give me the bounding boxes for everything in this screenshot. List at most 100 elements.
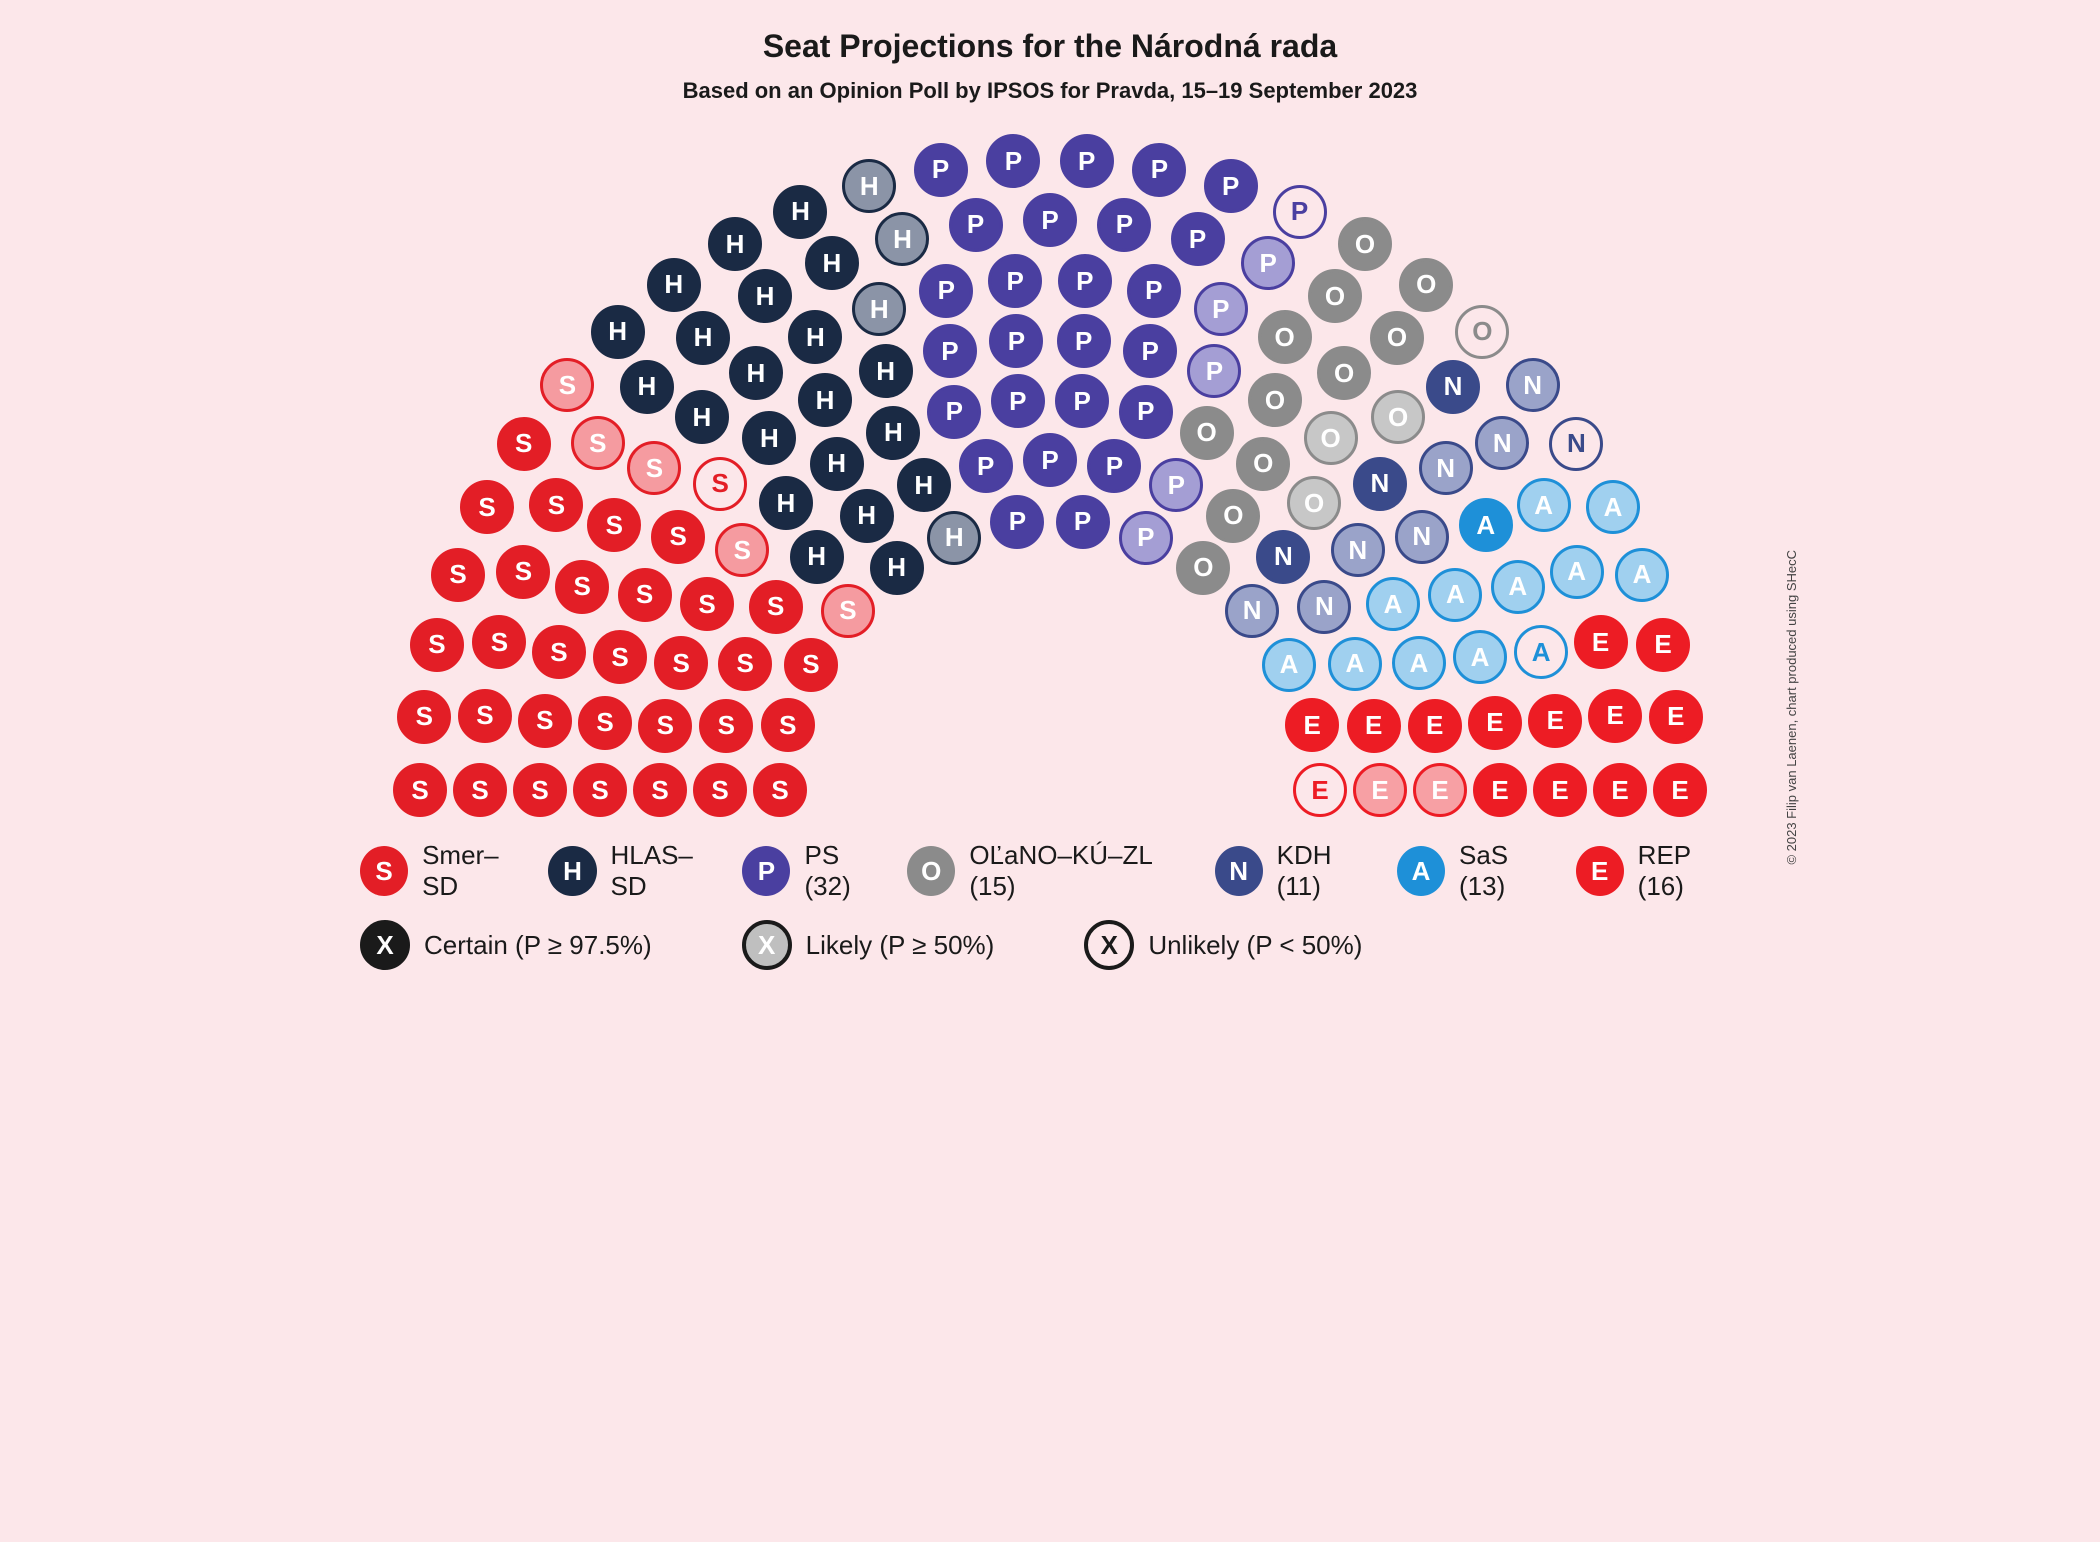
seat: H (742, 411, 796, 465)
legend-swatch: S (360, 846, 408, 896)
seat: E (1353, 763, 1407, 817)
seat: H (859, 344, 913, 398)
seat: S (693, 457, 747, 511)
seat: H (897, 458, 951, 512)
seat: E (1293, 763, 1347, 817)
seat: P (1171, 212, 1225, 266)
seat: P (991, 374, 1045, 428)
seat: H (875, 212, 929, 266)
seat: S (651, 510, 705, 564)
seat: P (1149, 458, 1203, 512)
seat: S (540, 358, 594, 412)
legend-item: ASaS (13) (1397, 840, 1558, 902)
seat: O (1304, 411, 1358, 465)
seat: O (1287, 476, 1341, 530)
legend-label: OĽaNO–KÚ–ZL (15) (969, 840, 1196, 902)
seat: E (1653, 763, 1707, 817)
seat: N (1395, 510, 1449, 564)
seat: A (1615, 548, 1669, 602)
chart-stage: Seat Projections for the Národná rada Ba… (300, 0, 1800, 1100)
seat: E (1285, 698, 1339, 752)
legend-parties: SSmer–SDHHLAS–SDPPS (32)OOĽaNO–KÚ–ZL (15… (360, 840, 1740, 926)
seat: H (927, 511, 981, 565)
legend-swatch: N (1215, 846, 1263, 896)
seat: A (1517, 478, 1571, 532)
seat: O (1370, 311, 1424, 365)
seat: O (1399, 258, 1453, 312)
seat: P (1087, 439, 1141, 493)
legend-item: HHLAS–SD (548, 840, 724, 902)
seat: E (1528, 694, 1582, 748)
seat: P (927, 385, 981, 439)
legend-certainty: XCertain (P ≥ 97.5%)XLikely (P ≥ 50%)XUn… (360, 920, 1740, 994)
seat: S (578, 696, 632, 750)
seat: P (1204, 159, 1258, 213)
seat: P (1273, 185, 1327, 239)
seat: A (1328, 637, 1382, 691)
legend-swatch: P (742, 846, 790, 896)
seat: S (397, 690, 451, 744)
seat: A (1491, 560, 1545, 614)
seat: P (1097, 198, 1151, 252)
seat: H (591, 305, 645, 359)
seat: A (1514, 625, 1568, 679)
seat: P (1056, 495, 1110, 549)
seat: S (627, 441, 681, 495)
seat: H (676, 311, 730, 365)
seat: A (1392, 636, 1446, 690)
seat: H (870, 541, 924, 595)
seat: O (1180, 406, 1234, 460)
seat: P (988, 254, 1042, 308)
legend-row-certainty: XCertain (P ≥ 97.5%)XLikely (P ≥ 50%)XUn… (360, 920, 1740, 970)
seat: S (699, 699, 753, 753)
seat: H (708, 217, 762, 271)
seat: E (1413, 763, 1467, 817)
legend-swatch: A (1397, 846, 1445, 896)
seat: S (555, 560, 609, 614)
seat: S (680, 577, 734, 631)
seat: H (788, 310, 842, 364)
seat: P (1132, 143, 1186, 197)
seat: N (1426, 360, 1480, 414)
seat: P (959, 439, 1013, 493)
seat: S (618, 568, 672, 622)
legend-swatch: O (907, 846, 955, 896)
legend-item: S Smer–SD (360, 840, 530, 902)
seat: S (749, 580, 803, 634)
legend-label: Likely (P ≥ 50%) (806, 930, 995, 961)
legend-row-parties: SSmer–SDHHLAS–SDPPS (32)OOĽaNO–KÚ–ZL (15… (360, 840, 1740, 902)
seat: A (1550, 545, 1604, 599)
seat: P (1060, 134, 1114, 188)
seat: H (647, 258, 701, 312)
seat: P (1127, 264, 1181, 318)
seat: S (718, 637, 772, 691)
seat: N (1475, 416, 1529, 470)
legend-swatch: X (742, 920, 792, 970)
seat: P (1058, 254, 1112, 308)
legend-label: Smer–SD (422, 840, 530, 902)
seat: E (1473, 763, 1527, 817)
seat: S (638, 699, 692, 753)
seat: N (1331, 523, 1385, 577)
seat: P (914, 143, 968, 197)
legend-item: X Likely (P ≥ 50%) (742, 920, 995, 970)
seat: P (1194, 282, 1248, 336)
legend-swatch: X (1084, 920, 1134, 970)
seat: O (1338, 217, 1392, 271)
seat: E (1533, 763, 1587, 817)
seat: E (1588, 689, 1642, 743)
seat: S (497, 417, 551, 471)
legend-item: XCertain (P ≥ 97.5%) (360, 920, 652, 970)
seat: O (1176, 541, 1230, 595)
seat: N (1256, 530, 1310, 584)
seat: A (1586, 480, 1640, 534)
seat: H (805, 236, 859, 290)
legend-item: O OĽaNO–KÚ–ZL (15) (907, 840, 1196, 902)
seat: P (919, 264, 973, 318)
seat: P (1057, 314, 1111, 368)
seat: A (1459, 498, 1513, 552)
seat: P (986, 134, 1040, 188)
seat: P (1023, 433, 1077, 487)
seat: H (620, 360, 674, 414)
seat: E (1347, 699, 1401, 753)
